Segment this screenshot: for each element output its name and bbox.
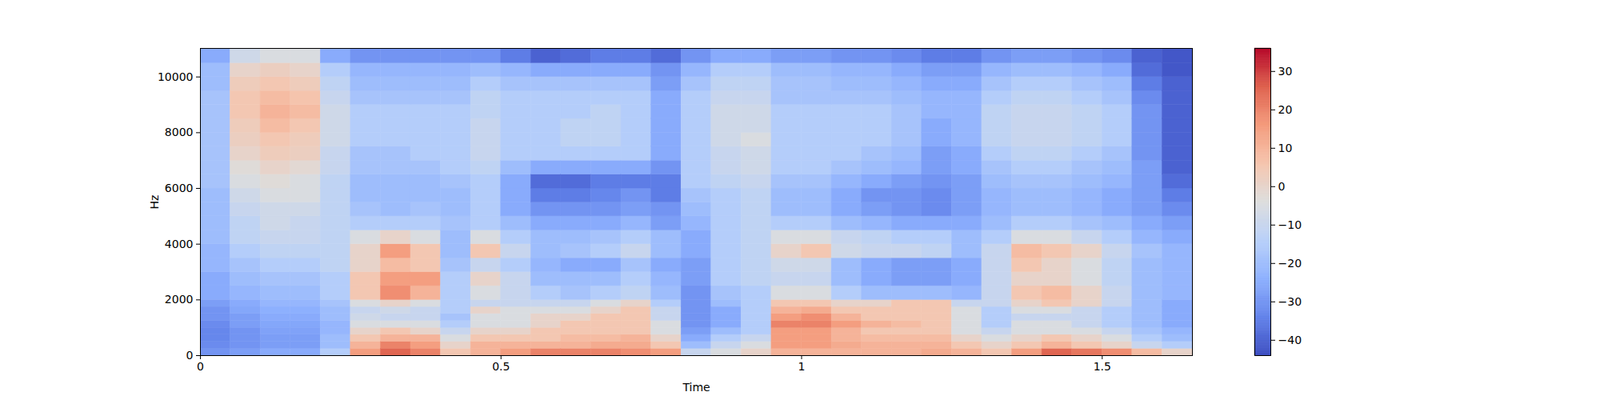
svg-text:Hz: Hz (148, 195, 161, 210)
svg-text:−40: −40 (1278, 333, 1303, 347)
svg-text:Time: Time (681, 380, 710, 394)
svg-text:2000: 2000 (164, 292, 194, 306)
svg-text:0: 0 (186, 348, 194, 362)
svg-text:8000: 8000 (164, 125, 194, 139)
svg-text:10000: 10000 (157, 70, 194, 84)
svg-text:0.5: 0.5 (492, 360, 510, 373)
svg-text:1: 1 (798, 360, 806, 373)
svg-text:0: 0 (1278, 180, 1286, 193)
svg-text:0: 0 (196, 360, 204, 373)
svg-text:−20: −20 (1278, 256, 1303, 270)
svg-text:1.5: 1.5 (1093, 360, 1112, 373)
svg-text:20: 20 (1278, 103, 1293, 116)
svg-text:6000: 6000 (164, 181, 194, 195)
svg-text:4000: 4000 (164, 237, 194, 251)
svg-text:30: 30 (1278, 64, 1293, 78)
svg-text:−30: −30 (1278, 295, 1303, 308)
svg-text:10: 10 (1278, 141, 1293, 155)
svg-text:−10: −10 (1278, 218, 1303, 232)
